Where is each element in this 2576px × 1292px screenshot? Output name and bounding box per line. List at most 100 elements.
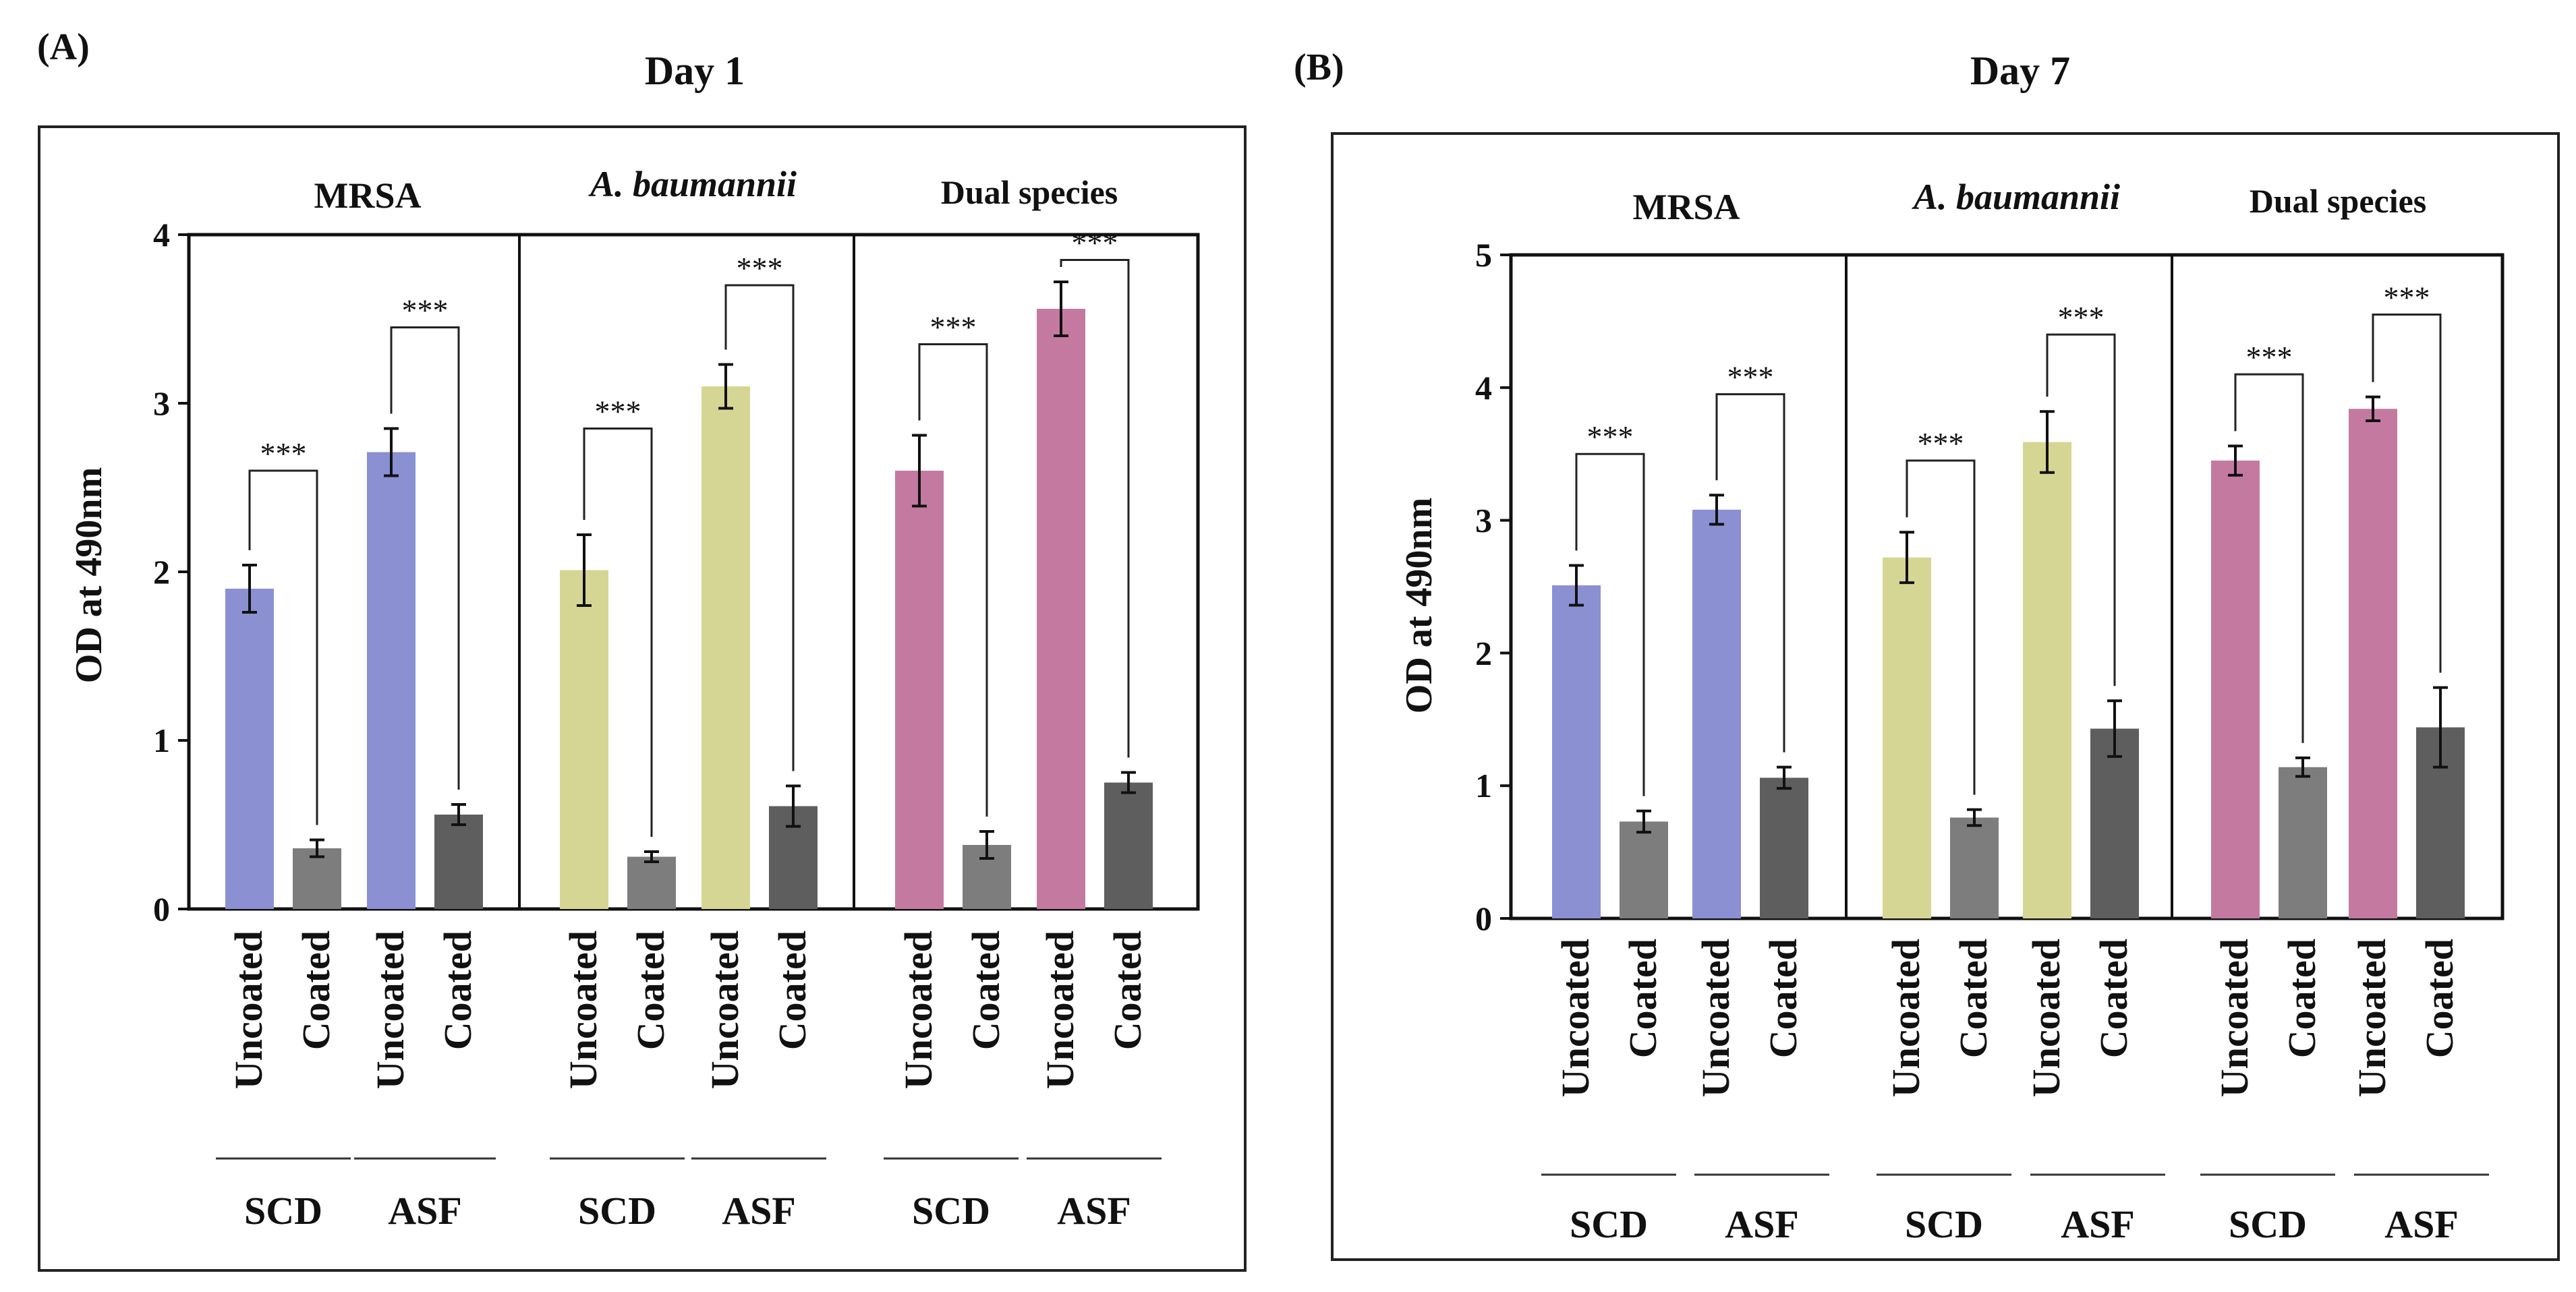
- panel-b-y-axis-label: OD at 490nm: [1398, 498, 1440, 713]
- panel-b-condition-label: ASF: [1725, 1202, 1799, 1246]
- panel-a-bar-uncoated: [367, 452, 416, 909]
- panel-b-bar-uncoated: [1883, 557, 1931, 918]
- panel-b: (B) Day 7 OD at 490nm MRSA A. baumannii …: [1294, 47, 2560, 1261]
- panel-b-bar-coated: [2090, 728, 2139, 918]
- panel-a-condition-label: ASF: [388, 1189, 462, 1233]
- panel-b-bar-uncoated: [2349, 409, 2397, 918]
- panel-b-x-tick-label: Coated: [1761, 939, 1805, 1058]
- panel-a-x-tick-label: Coated: [629, 931, 672, 1050]
- panel-a-error-bar: [310, 838, 324, 858]
- panel-b-significance-bracket: [2046, 333, 2116, 686]
- panel-b-significance-label: ***: [1587, 419, 1634, 454]
- panel-a-bar-uncoated: [560, 570, 608, 909]
- panel-a-bar-coated: [1104, 782, 1153, 909]
- panel-b-error-bar: [2295, 756, 2310, 778]
- panel-b-plot-frame: [1509, 253, 2505, 920]
- panel-b-x-tick-label: Uncoated: [1694, 939, 1738, 1097]
- panel-b-significance-label: ***: [1727, 360, 1774, 394]
- panel-b-y-tick-label: 0: [1475, 900, 1492, 937]
- panel-a-x-tick-label: Uncoated: [368, 931, 412, 1089]
- panel-b-significance-label: ***: [2384, 281, 2430, 315]
- panel-b-significance-label: ***: [2246, 340, 2293, 374]
- panel-a-y-tick-label: 3: [153, 384, 170, 422]
- panel-a-condition-label: SCD: [244, 1189, 322, 1233]
- panel-b-group-label-mrsa: MRSA: [1633, 187, 1740, 227]
- panel-b-significance-bracket: [1906, 459, 1976, 795]
- panel-b-significance-bracket: [2372, 314, 2442, 673]
- panel-b-error-bar: [1709, 494, 1724, 526]
- panel-a-x-tick-label: Uncoated: [896, 931, 940, 1089]
- panel-b-y-tick-label: 3: [1475, 502, 1492, 539]
- panel-b-condition-label: SCD: [1570, 1202, 1648, 1246]
- panel-b-bar-coated: [1620, 821, 1668, 918]
- panel-a-error-bar: [451, 803, 466, 826]
- panel-b-bar-coated: [1950, 817, 1999, 918]
- panel-b-y-tick-label: 4: [1475, 369, 1492, 407]
- panel-b-error-bar: [1777, 765, 1792, 790]
- panel-b-bar-coated: [2279, 767, 2327, 918]
- panel-a-significance-bracket: [390, 326, 460, 790]
- panel-b-error-bar: [2433, 686, 2448, 769]
- panel-b-bar-coated: [1760, 777, 1808, 918]
- panel-b-error-bar: [1569, 564, 1584, 607]
- panel-b-frame: [1331, 132, 2560, 1261]
- panel-a-error-bar: [384, 427, 399, 477]
- panel-a-error-bar: [786, 784, 801, 828]
- panel-a-bar-coated: [434, 815, 483, 909]
- panel-a-bar-uncoated: [702, 386, 750, 909]
- panel-a-significance-bracket: [248, 469, 318, 825]
- panel-a-label: (A): [37, 26, 90, 68]
- panel-a-y-axis-label: OD at 490nm: [68, 467, 110, 683]
- panel-a-significance-label: ***: [930, 310, 977, 345]
- panel-a-error-bar: [1054, 281, 1068, 337]
- panel-b-x-tick-label: Coated: [1621, 939, 1665, 1058]
- panel-b-condition-label: ASF: [2061, 1202, 2135, 1246]
- panel-a-condition-label: SCD: [912, 1189, 990, 1233]
- panel-a-y-tick-label: 0: [153, 890, 170, 928]
- panel-b-y-tick-label: 2: [1475, 634, 1492, 672]
- panel-a-error-bar: [577, 533, 592, 607]
- panel-a-condition-label: SCD: [578, 1189, 656, 1233]
- panel-a-bar-coated: [627, 856, 676, 909]
- panel-a-error-bar: [644, 850, 659, 863]
- panel-a-condition-label: ASF: [722, 1189, 796, 1233]
- panel-a-x-tick-label: Uncoated: [227, 931, 270, 1089]
- panel-a-significance-label: ***: [1072, 226, 1118, 260]
- panel-a-significance-bracket: [1060, 259, 1130, 758]
- panel-b-condition-label: SCD: [2229, 1202, 2307, 1246]
- panel-a-x-tick-label: Coated: [770, 931, 814, 1050]
- panel-b-condition-label: ASF: [2384, 1202, 2459, 1246]
- panel-a-bar-uncoated: [895, 471, 944, 909]
- panel-a-error-bar: [242, 564, 257, 614]
- panel-b-error-bar: [1967, 808, 1982, 827]
- panel-b-significance-bracket: [2234, 373, 2304, 743]
- panel-a-frame: [38, 125, 1247, 1272]
- panel-b-group-label-dual: Dual species: [2250, 182, 2427, 220]
- panel-b-title: Day 7: [1970, 49, 2070, 93]
- panel-a-error-bar: [718, 363, 733, 410]
- panel-a-significance-label: ***: [737, 251, 783, 285]
- panel-b-error-bar: [1899, 531, 1914, 585]
- panel-b-x-tick-label: Coated: [2417, 939, 2461, 1058]
- panel-a-bar-uncoated: [225, 589, 274, 909]
- panel-a-bar-coated: [293, 848, 341, 909]
- panel-b-significance-bracket: [1715, 393, 1785, 753]
- panel-a-y-tick-label: 2: [153, 553, 170, 591]
- panel-b-bar-uncoated: [2023, 442, 2071, 918]
- panel-a-significance-label: ***: [595, 394, 641, 429]
- panel-b-condition-label: SCD: [1905, 1202, 1983, 1246]
- panel-a-significance-label: ***: [260, 436, 307, 471]
- panel-b-x-tick-label: Coated: [2280, 939, 2324, 1058]
- panel-a-title: Day 1: [645, 49, 745, 93]
- panel-a-condition-label: ASF: [1057, 1189, 1131, 1233]
- panel-a-bar-uncoated: [1037, 309, 1085, 909]
- panel-a-group-label-mrsa: MRSA: [314, 175, 422, 216]
- panel-a-error-bar: [979, 830, 994, 860]
- panel-b-x-tick-label: Uncoated: [2212, 939, 2256, 1097]
- panel-b-error-bar: [1636, 809, 1651, 834]
- panel-b-x-tick-label: Uncoated: [2350, 939, 2394, 1097]
- panel-b-label: (B): [1294, 47, 1344, 88]
- panel-b-y-tick-label: 1: [1475, 767, 1492, 804]
- panel-b-significance-label: ***: [1918, 426, 1964, 461]
